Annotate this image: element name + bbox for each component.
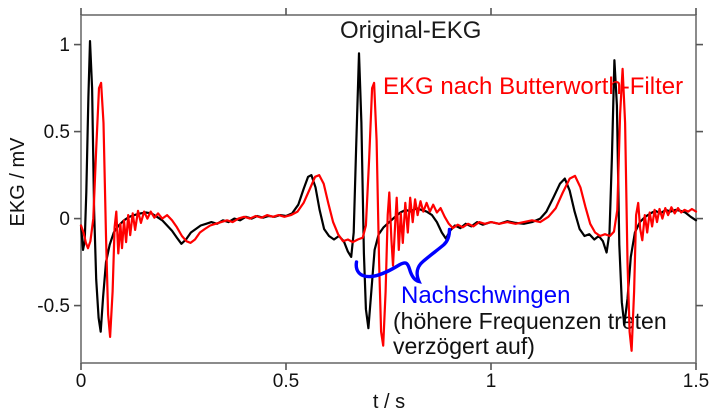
plot-box	[80, 14, 697, 364]
series-line-butterworth	[79, 67, 698, 352]
x-tick-label: 0	[76, 371, 87, 392]
y-axis-label: EKG / mV	[7, 137, 29, 227]
x-axis-label: t / s	[373, 391, 405, 413]
curly-brace-annotation	[354, 227, 452, 284]
axis-ticks: 0 0.5 1 1.5 -0.5 0 0.5 1	[37, 8, 709, 392]
y-tick-label: 1	[59, 35, 70, 56]
annotation-nachschwingen: Nachschwingen	[401, 282, 570, 309]
y-tick-label: -0.5	[37, 296, 70, 317]
series-label-original-ekg: Original-EKG	[340, 17, 481, 44]
x-tick-label: 0.5	[273, 371, 299, 392]
series-label-butterworth: EKG nach Butterworth-Filter	[383, 73, 683, 100]
x-tick-label: 1.5	[683, 371, 709, 392]
annotation-note-line1: (höhere Frequenzen treten	[393, 308, 667, 334]
series-layer	[79, 39, 698, 352]
x-tick-label: 1	[486, 371, 497, 392]
series-line-original-ekg	[79, 39, 698, 333]
annotation-note-line2: verzögert auf)	[393, 333, 535, 359]
y-tick-label: 0	[59, 209, 70, 230]
y-tick-label: 0.5	[44, 122, 70, 143]
